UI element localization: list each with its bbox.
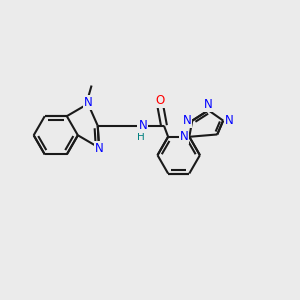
Text: N: N <box>225 114 233 127</box>
Text: O: O <box>156 94 165 107</box>
Text: N: N <box>95 142 103 155</box>
Text: N: N <box>84 96 92 110</box>
Text: N: N <box>183 114 191 127</box>
Text: N: N <box>180 130 188 143</box>
Text: N: N <box>204 98 213 111</box>
Text: N: N <box>138 119 147 132</box>
Text: H: H <box>136 132 144 142</box>
